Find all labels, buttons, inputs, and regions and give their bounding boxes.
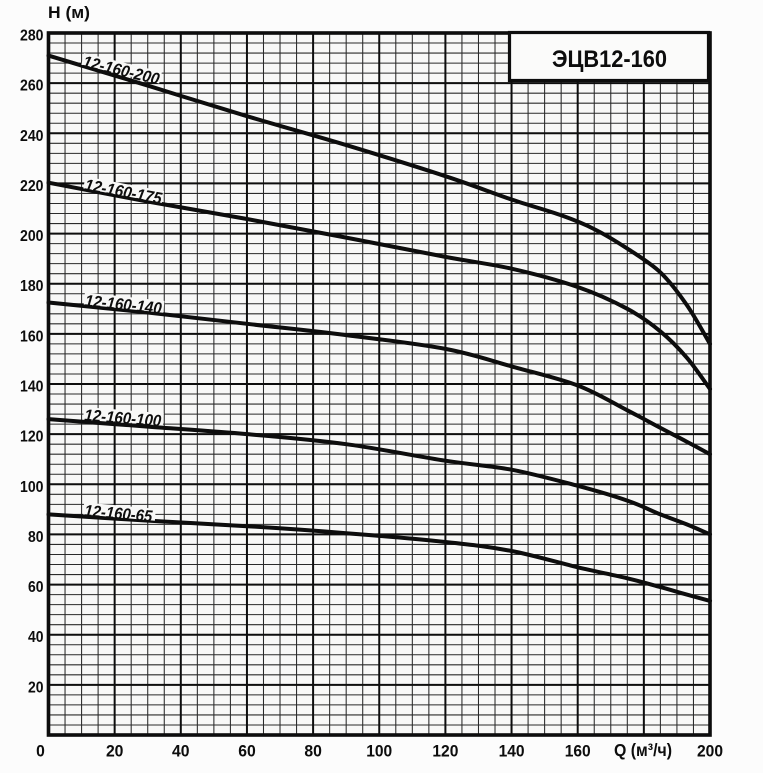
svg-text:220: 220	[20, 178, 44, 195]
svg-text:60: 60	[28, 579, 44, 596]
svg-text:280: 280	[20, 28, 44, 45]
svg-text:Q (м³/ч): Q (м³/ч)	[614, 740, 672, 760]
svg-text:0: 0	[36, 742, 45, 761]
svg-text:160: 160	[20, 328, 44, 345]
svg-text:160: 160	[565, 742, 591, 761]
svg-text:120: 120	[432, 742, 458, 761]
svg-text:100: 100	[20, 479, 44, 496]
svg-text:ЭЦВ12-160: ЭЦВ12-160	[552, 46, 667, 73]
svg-text:100: 100	[366, 742, 392, 761]
svg-text:200: 200	[697, 742, 723, 761]
svg-text:240: 240	[20, 128, 44, 145]
svg-text:20: 20	[28, 679, 44, 696]
svg-text:40: 40	[172, 742, 190, 761]
svg-text:180: 180	[20, 278, 44, 295]
svg-text:60: 60	[238, 742, 256, 761]
svg-text:80: 80	[28, 529, 44, 546]
svg-text:120: 120	[20, 429, 44, 446]
svg-text:40: 40	[28, 629, 44, 646]
svg-text:200: 200	[20, 228, 44, 245]
svg-text:140: 140	[499, 742, 525, 761]
svg-text:H (м): H (м)	[48, 3, 90, 22]
svg-text:20: 20	[106, 742, 124, 761]
svg-text:80: 80	[304, 742, 322, 761]
svg-text:140: 140	[20, 379, 44, 396]
svg-text:12-160-65: 12-160-65	[84, 502, 154, 526]
svg-text:260: 260	[20, 78, 44, 95]
